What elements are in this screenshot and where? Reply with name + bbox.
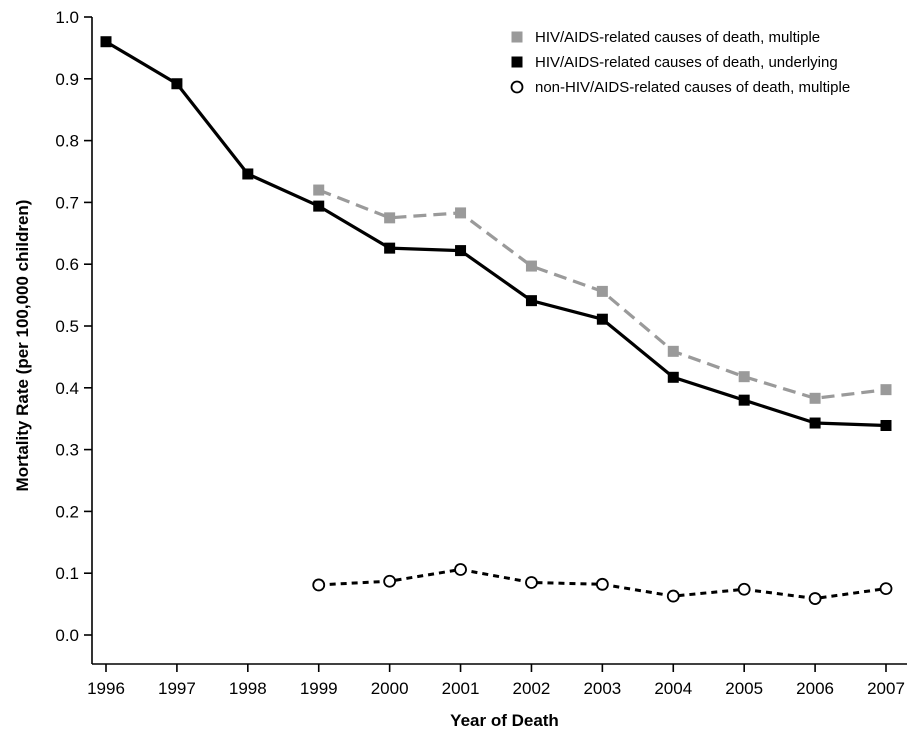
legend-label: HIV/AIDS-related causes of death, underl… [535, 54, 838, 71]
data-point [384, 212, 396, 224]
axes: 0.0 0.1 0.2 0.3 0.4 0.5 0.6 0.7 0.8 0.9 1.0 1996 199… [55, 8, 907, 698]
series-1 [100, 36, 892, 431]
y-axis-title: Mortality Rate (per 100,000 children) [13, 200, 32, 492]
y-tick-label: 0.5 [55, 317, 79, 336]
data-point [737, 582, 751, 596]
data-point [100, 36, 112, 48]
y-tick-label: 1.0 [55, 8, 79, 27]
data-point [455, 207, 467, 219]
x-tick-label: 2005 [725, 679, 763, 698]
data-point [809, 417, 821, 429]
series-line [105, 40, 887, 428]
data-point [809, 392, 821, 404]
x-tick-label: 2004 [654, 679, 692, 698]
x-tick-label: 1996 [87, 679, 125, 698]
x-tick-label: 2007 [867, 679, 905, 698]
data-point [383, 574, 397, 588]
legend: HIV/AIDS-related causes of death, multip… [510, 29, 850, 96]
legend-label: HIV/AIDS-related causes of death, multip… [535, 29, 820, 46]
legend-item: HIV/AIDS-related causes of death, multip… [511, 29, 820, 46]
x-tick-label: 2006 [796, 679, 834, 698]
series-2 [312, 563, 893, 605]
data-point [242, 168, 254, 180]
data-point [313, 184, 325, 196]
data-point [738, 394, 750, 406]
series-layer [100, 36, 893, 605]
data-point [667, 371, 679, 383]
data-point [666, 589, 680, 603]
y-tick-label: 0.4 [55, 379, 79, 398]
series-line [318, 568, 887, 600]
y-tick-label: 0.3 [55, 441, 79, 460]
data-point [525, 295, 537, 307]
legend-item: HIV/AIDS-related causes of death, underl… [511, 54, 838, 71]
x-tick-label: 2003 [583, 679, 621, 698]
x-tick-label: 1998 [229, 679, 267, 698]
x-tick-label: 1999 [300, 679, 338, 698]
data-point [384, 242, 396, 254]
x-axis-title: Year of Death [450, 711, 559, 730]
y-tick-label: 0.2 [55, 502, 79, 521]
x-tick-label: 2000 [371, 679, 409, 698]
data-point [455, 245, 467, 257]
data-point [596, 313, 608, 325]
x-tick-label: 1997 [158, 679, 196, 698]
data-point [171, 78, 183, 90]
legend-label: non-HIV/AIDS-related causes of death, mu… [535, 79, 850, 96]
data-point [454, 563, 467, 576]
y-tick-label: 0.7 [55, 193, 79, 212]
x-tick-label: 2002 [513, 679, 551, 698]
data-point [667, 345, 679, 357]
data-point [738, 371, 750, 383]
legend-marker [511, 56, 523, 68]
legend-item: non-HIV/AIDS-related causes of death, mu… [510, 79, 850, 96]
y-tick-label: 0.0 [55, 626, 79, 645]
data-point [313, 200, 325, 212]
data-point [596, 285, 608, 297]
data-point [595, 577, 609, 591]
data-point [312, 578, 326, 592]
legend-marker [510, 80, 524, 94]
y-tick-label: 0.8 [55, 132, 79, 151]
y-tick-label: 0.1 [55, 564, 79, 583]
data-point [808, 592, 822, 605]
data-point [879, 582, 893, 596]
series-0 [313, 184, 892, 404]
legend-marker [511, 31, 523, 43]
y-tick-label: 0.9 [55, 70, 79, 89]
data-point [525, 260, 537, 272]
data-point [880, 384, 892, 396]
data-point [525, 576, 538, 589]
data-point [880, 419, 892, 431]
x-tick-label: 2001 [442, 679, 480, 698]
y-tick-label: 0.6 [55, 255, 79, 274]
